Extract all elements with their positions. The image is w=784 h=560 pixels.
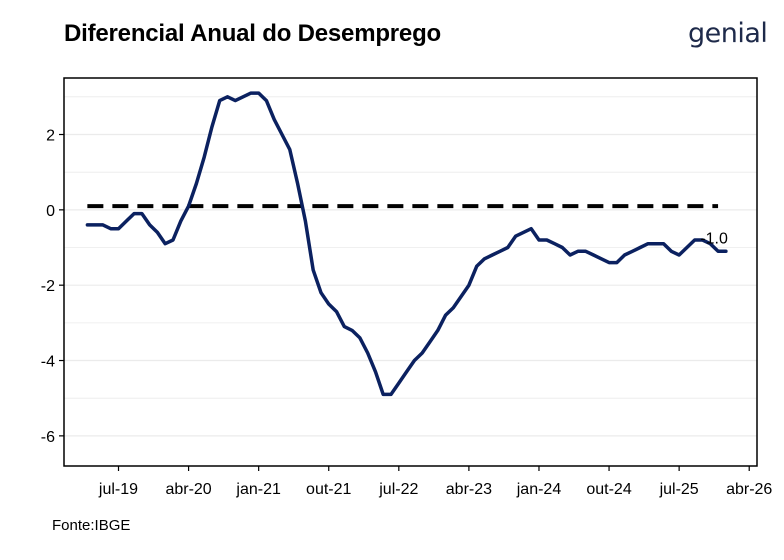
grid-lines	[64, 96, 757, 437]
x-tick-label: abr-26	[726, 481, 772, 498]
x-tick-label: jan-24	[516, 481, 562, 498]
x-tick-label: jul-22	[378, 481, 418, 498]
genial-logo: genial	[688, 18, 768, 49]
x-tick-label: out-21	[306, 481, 351, 498]
end-value-label: -1.0	[700, 230, 728, 247]
x-tick-label: abr-20	[165, 481, 211, 498]
y-tick-label: 2	[46, 128, 55, 145]
y-tick-label: -4	[41, 354, 55, 371]
series-line	[85, 91, 728, 397]
plot-frame	[63, 77, 758, 467]
x-tick-label: jul-25	[659, 481, 699, 498]
x-tick-label: abr-23	[446, 481, 492, 498]
labels-layer: -1.0	[700, 230, 728, 247]
series-layer	[85, 91, 728, 397]
y-tick-label: -2	[41, 278, 55, 295]
x-tick-label: out-24	[586, 481, 631, 498]
axes: 2 0 -2 -4 -6 jul-19 abr-20 jan-21 out-21 jul-22 ab…	[41, 77, 772, 498]
y-tick-label: 0	[46, 203, 55, 220]
x-tick-label: jan-21	[235, 481, 281, 498]
y-tick-label: -6	[41, 429, 55, 446]
x-tick-label: jul-19	[98, 481, 138, 498]
chart-title: Diferencial Anual do Desemprego	[64, 20, 442, 47]
source-note: Fonte:IBGE	[52, 517, 131, 534]
